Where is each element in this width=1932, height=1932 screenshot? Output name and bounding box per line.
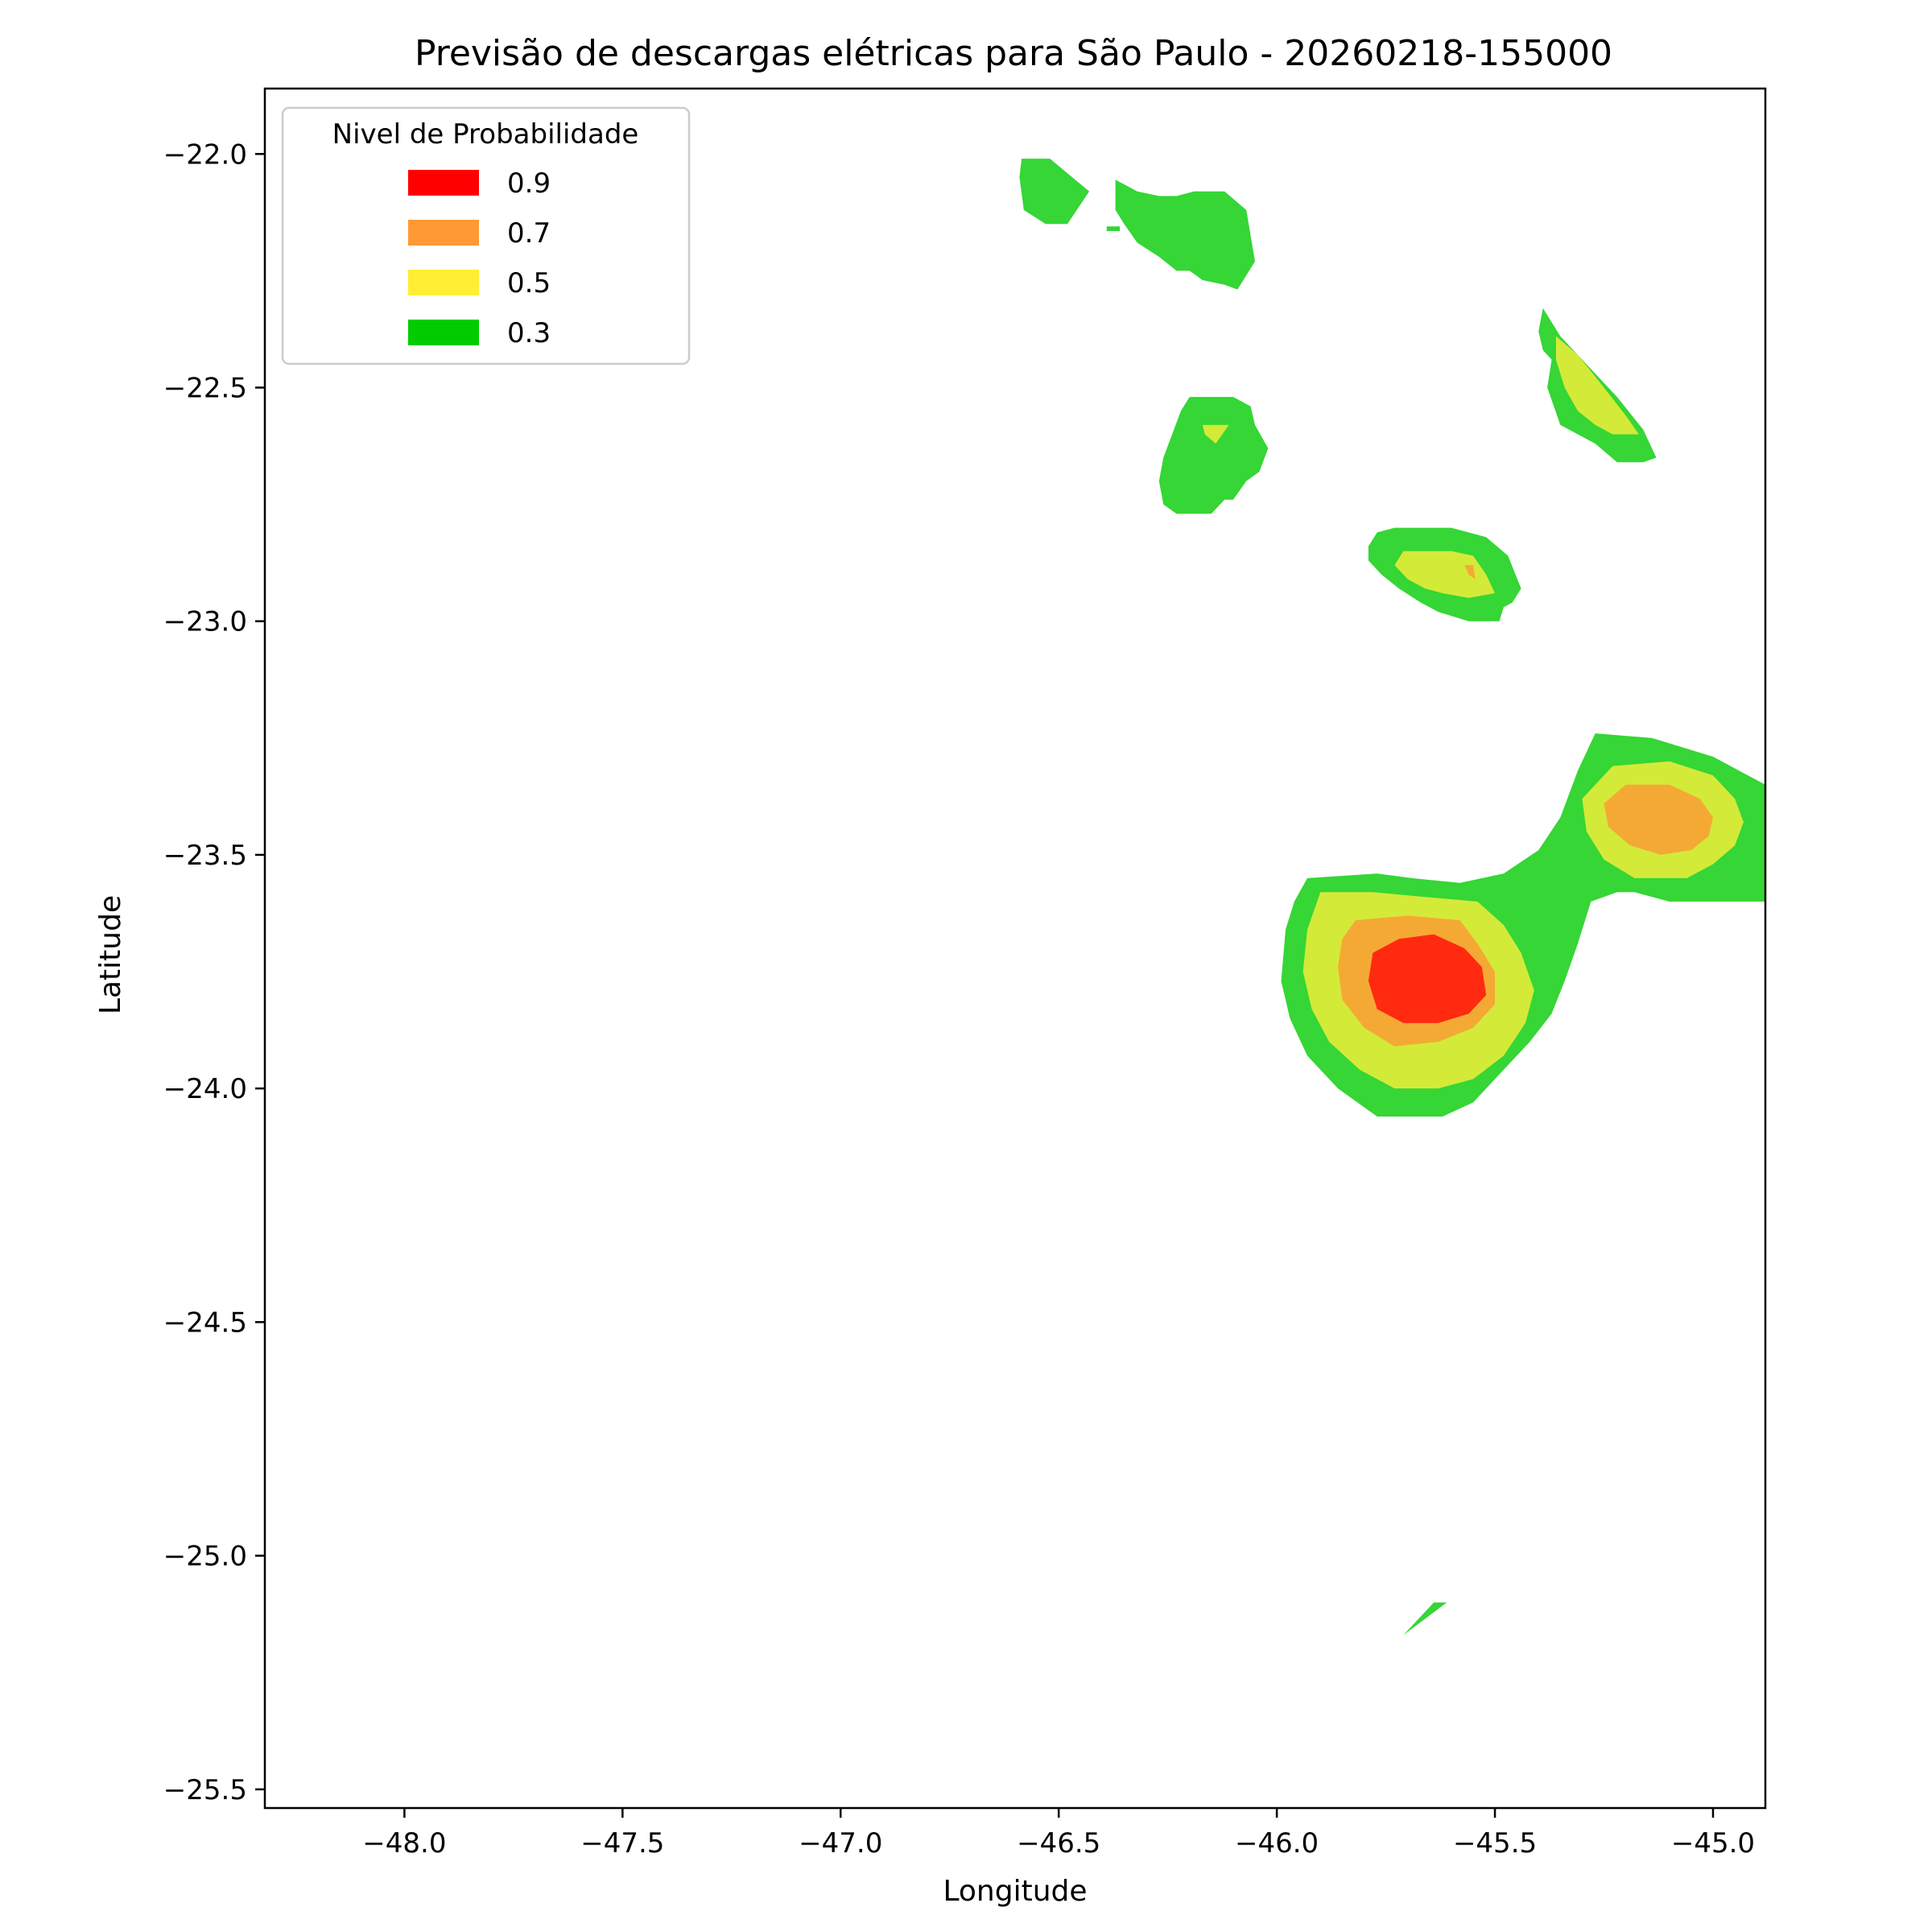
x-tick-label: −47.0 xyxy=(799,1827,882,1860)
legend-swatch xyxy=(408,220,479,246)
legend-box xyxy=(281,106,691,365)
legend-label: 0.3 xyxy=(507,317,551,349)
x-tick-label: −48.0 xyxy=(362,1827,446,1860)
x-tick-label: −46.5 xyxy=(1017,1827,1100,1860)
cell-north-large-tail xyxy=(1106,226,1120,231)
cell-northeast-core xyxy=(1555,336,1639,435)
x-tick-label: −45.5 xyxy=(1453,1827,1537,1860)
legend-swatch xyxy=(408,170,479,196)
y-tick-label: −25.5 xyxy=(163,1774,247,1806)
x-axis-label: Longitude xyxy=(943,1875,1087,1908)
legend-title: Nivel de Probabilidade xyxy=(332,118,639,151)
contour-regions xyxy=(1019,159,1765,1636)
y-tick-label: −22.5 xyxy=(163,372,247,404)
legend: Nivel de Probabilidade 0.9 0.7 0.5 0.3 xyxy=(281,106,691,365)
y-tick-label: −23.5 xyxy=(163,840,247,872)
cell-north-large xyxy=(1115,180,1255,290)
legend-entries: 0.9 0.7 0.5 0.3 xyxy=(408,167,551,349)
x-tick-label: −47.5 xyxy=(580,1827,664,1860)
cell-center-core xyxy=(1394,551,1495,598)
x-axis-ticks: −48.0 −47.5 −47.0 −46.5 −46.0 −45.5 −45.0 xyxy=(362,1808,1755,1860)
cell-south-sliver xyxy=(1403,1602,1447,1636)
y-tick-label: −23.0 xyxy=(163,606,247,638)
cell-mid-west-core xyxy=(1203,424,1229,444)
cell-main-west-red xyxy=(1368,934,1487,1023)
legend-label: 0.7 xyxy=(507,217,551,250)
chart-title: Previsão de descargas elétricas para São… xyxy=(415,33,1612,74)
cell-center-peak xyxy=(1464,565,1476,580)
legend-swatch xyxy=(408,270,479,295)
x-tick-label: −46.0 xyxy=(1235,1827,1319,1860)
y-tick-label: −25.0 xyxy=(163,1541,247,1573)
legend-label: 0.9 xyxy=(507,167,551,200)
x-tick-label: −45.0 xyxy=(1671,1827,1755,1860)
plot-frame xyxy=(263,87,1767,1810)
y-axis-label: Latitude xyxy=(94,895,127,1014)
cell-north-small xyxy=(1019,159,1090,225)
legend-label: 0.5 xyxy=(507,267,551,299)
cell-main-east-orange xyxy=(1604,784,1713,855)
y-axis-ticks: −22.0 −22.5 −23.0 −23.5 −24.0 −24.5 −25.0 −25.5 xyxy=(163,138,265,1806)
y-tick-label: −24.0 xyxy=(163,1073,247,1105)
legend-swatch xyxy=(408,320,479,345)
cell-mid-west xyxy=(1158,397,1269,514)
y-tick-label: −22.0 xyxy=(163,138,247,171)
y-tick-label: −24.5 xyxy=(163,1307,247,1339)
